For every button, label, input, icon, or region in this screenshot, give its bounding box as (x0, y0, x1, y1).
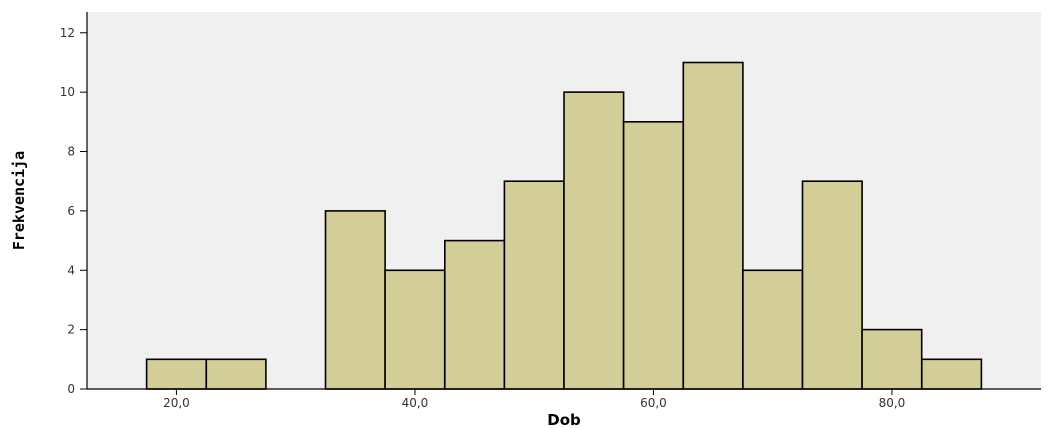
histogram-bar-8 (622, 121, 684, 390)
x-tick-label: 80,0 (879, 396, 906, 410)
histogram-bar-1 (205, 358, 267, 390)
y-tick-label: 2 (67, 323, 75, 337)
histogram-bar-3 (324, 210, 386, 390)
x-tick-label: 20,0 (163, 396, 190, 410)
y-axis-title: Frekvencija (10, 151, 28, 250)
x-ticks-group: 20,0 40,0 60,0 80,0 (163, 389, 905, 410)
y-tick-label: 0 (67, 382, 75, 396)
y-tick-label: 12 (60, 26, 75, 40)
histogram-bar-9 (682, 61, 744, 390)
y-tick-label: 6 (67, 204, 75, 218)
histogram-bar-11 (801, 180, 863, 390)
histogram-bar-7 (563, 91, 625, 390)
histogram-bar-12 (861, 328, 923, 390)
y-tick-label: 8 (67, 145, 75, 159)
histogram-bar-6 (503, 180, 565, 390)
histogram-bar-5 (443, 239, 506, 390)
histogram-bar-4 (384, 269, 446, 390)
y-tick-label: 4 (67, 263, 75, 277)
histogram-bar-0 (145, 358, 208, 390)
histogram-bar-10 (742, 269, 804, 390)
x-axis-title: Dob (547, 411, 581, 428)
x-tick-label: 60,0 (640, 396, 667, 410)
x-tick-label: 40,0 (402, 396, 429, 410)
histogram-bar-13 (920, 358, 983, 390)
bars-group (145, 61, 983, 390)
y-tick-label: 10 (60, 85, 75, 99)
y-ticks-group: 0 2 4 6 8 10 12 (60, 26, 87, 396)
